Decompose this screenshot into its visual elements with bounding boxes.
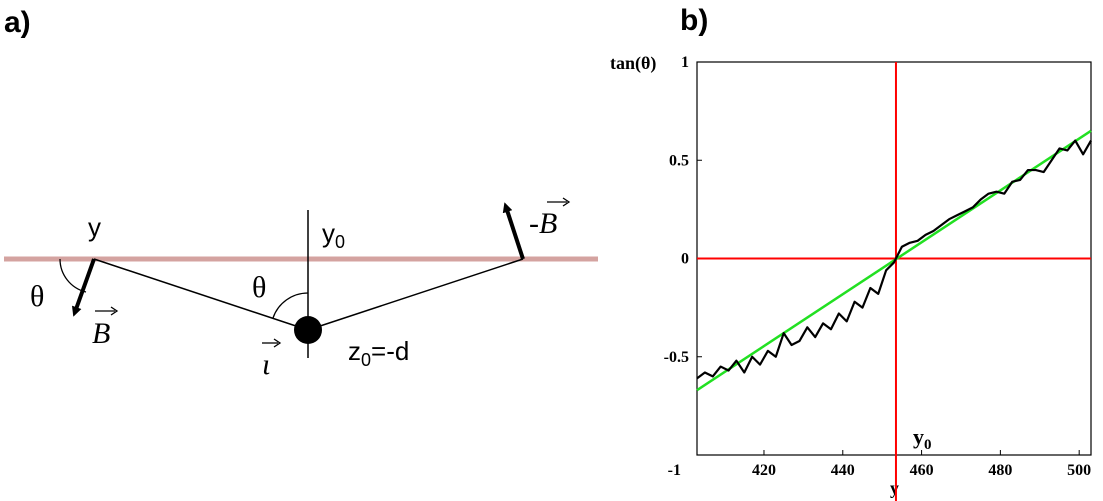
y-tick-label: 1 [681,54,689,71]
label-theta-left: θ [30,280,44,313]
data-series-layer [696,139,1092,380]
x-tick-label: 440 [831,462,855,479]
label-theta-center: θ [252,271,266,304]
label-z0: z0=-d [348,336,409,370]
x-axis-title: y [890,478,899,498]
wire-dot [294,316,322,344]
panel-b: b) tan(θ) y 420 440 460 480 500 -0.5 0 0.5 1 -1 y… [610,4,1092,501]
theta-arc-center [272,292,309,319]
x-tick-label: 460 [910,462,934,479]
svg-text:ι: ι [262,348,270,381]
ray-right [307,258,524,331]
y-tick-label: -1 [668,462,681,479]
crosshair [697,62,1091,501]
axis-ticks: 420 440 460 480 500 -0.5 0 0.5 1 -1 [664,54,1092,479]
svg-text:-B: -B [529,207,557,240]
panel-b-label: b) [680,4,708,37]
label-current-vector: ι [262,338,282,381]
label-y: y [88,212,101,242]
y-axis-title: tan(θ) [610,53,656,74]
x-tick-label: 420 [752,462,776,479]
panel-a-label: a) [4,6,31,39]
label-y0: y0 [322,218,345,252]
panel-a: a) y y0 θ θ B -B [4,6,598,381]
data-series-line [696,139,1092,380]
x-tick-label: 500 [1067,462,1091,479]
y-tick-label: 0 [681,251,689,268]
y0-marker-label: y0 [913,424,932,453]
ray-left [93,258,309,331]
y-tick-label: 0.5 [669,152,689,169]
y-tick-label: -0.5 [664,349,689,366]
label-b-vector: B [92,306,119,350]
b-vector-arrow [71,258,96,317]
label-minus-b-vector: -B [529,197,571,240]
minus-b-vector-arrow [502,202,525,260]
x-tick-label: 480 [988,462,1012,479]
svg-text:B: B [92,317,110,350]
